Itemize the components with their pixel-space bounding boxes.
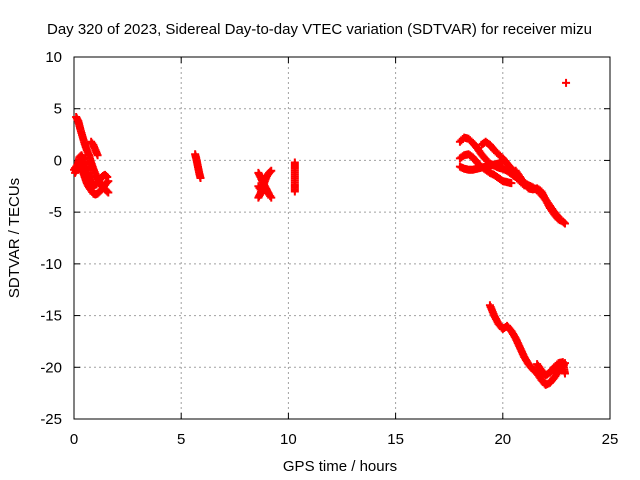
x-tick-label: 25 (602, 431, 619, 448)
y-tick-label: -10 (40, 256, 62, 273)
data-point (196, 174, 205, 183)
data-points (70, 78, 571, 389)
x-tick-label: 5 (177, 431, 185, 448)
data-point (93, 151, 102, 160)
grid (74, 57, 610, 419)
data-point (267, 193, 276, 202)
y-tick-label: -20 (40, 359, 62, 376)
y-tick-label: 10 (45, 49, 62, 66)
data-point (103, 172, 112, 181)
y-tick-label: -5 (49, 204, 62, 221)
chart-title: Day 320 of 2023, Sidereal Day-to-day VTE… (47, 21, 592, 38)
data-point (507, 179, 516, 188)
data-point (290, 187, 299, 196)
x-tick-label: 20 (494, 431, 511, 448)
data-point (258, 187, 267, 196)
x-tick-label: 15 (387, 431, 404, 448)
y-tick-label: 5 (54, 101, 62, 118)
data-point (558, 217, 567, 226)
y-tick-label: -15 (40, 308, 62, 325)
data-point (103, 187, 112, 196)
data-point (560, 369, 569, 378)
data-point (257, 186, 266, 195)
data-point (562, 78, 571, 87)
plot-frame (73, 56, 611, 420)
y-axis-label: SDTVAR / TECUs (6, 178, 23, 298)
y-tick-label: 0 (54, 152, 62, 169)
x-axis-label: GPS time / hours (283, 458, 397, 475)
data-point (104, 177, 113, 186)
x-tick-label: 0 (70, 431, 78, 448)
data-point (266, 167, 275, 176)
x-tick-label: 10 (280, 431, 297, 448)
axis-ticks (73, 56, 611, 420)
data-point (102, 171, 111, 180)
data-point (104, 188, 113, 197)
data-point (267, 166, 276, 175)
tick-labels: 0 5 10 15 20 25 10 5 0 -5 -10 -15 -20 -25 (40, 49, 618, 448)
data-point (266, 192, 275, 201)
y-tick-label: -25 (40, 411, 62, 428)
